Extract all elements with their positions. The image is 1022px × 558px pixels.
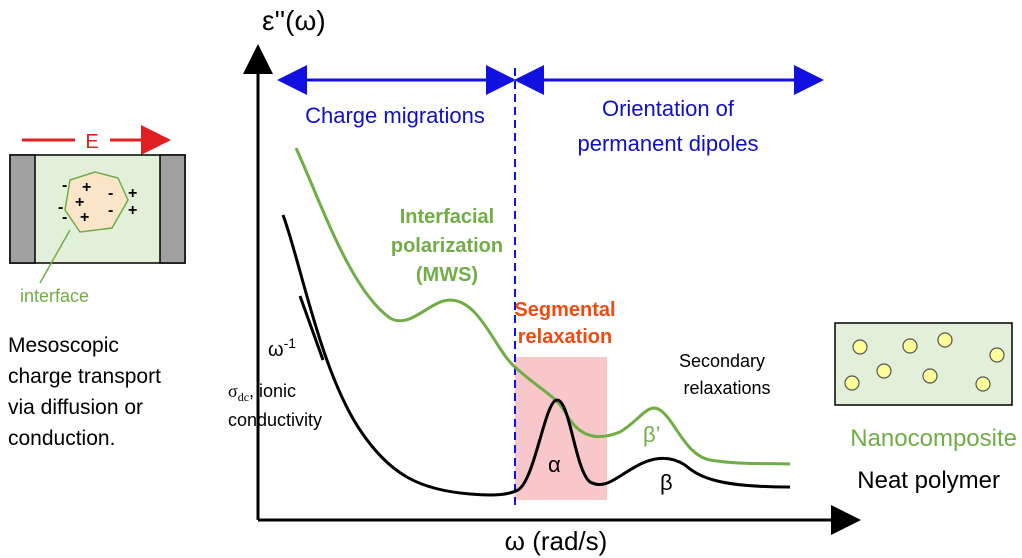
charge: +: [82, 179, 91, 196]
caption: conduction.: [8, 427, 115, 450]
charge: +: [128, 185, 137, 202]
annotation: relaxations: [683, 378, 770, 398]
field-label: E: [85, 131, 98, 153]
legend-label: Nanocomposite: [850, 425, 1017, 452]
slope-line: [298, 295, 325, 361]
charge: -: [108, 202, 113, 219]
charge: -: [62, 209, 67, 226]
neat-polymer-curve: [281, 214, 791, 497]
annotation: conductivity: [228, 410, 322, 430]
annotation: β’: [643, 422, 661, 447]
caption: via diffusion or: [8, 396, 143, 419]
charge: -: [108, 185, 113, 202]
caption: Mesoscopic: [8, 334, 119, 357]
annotation: α: [548, 452, 561, 477]
nanocomposite-icon: [834, 322, 1013, 406]
annotation: Secondary: [679, 351, 765, 371]
interface-label: interface: [20, 286, 89, 306]
electrode: [159, 154, 186, 264]
region-label: Charge migrations: [305, 103, 485, 128]
annotation: (MWS): [416, 264, 478, 286]
region-label: Orientation of: [602, 96, 735, 121]
annotation: β: [660, 470, 673, 495]
y-axis-label: ε''(ω): [262, 5, 326, 36]
charge: -: [62, 177, 67, 194]
nanocomposite-curve: [294, 147, 791, 466]
charge: +: [128, 202, 137, 219]
annotation: Segmental: [514, 299, 615, 321]
caption: charge transport: [8, 365, 161, 388]
charge: +: [80, 209, 89, 226]
pointer: [39, 229, 71, 284]
annotation: -1: [284, 335, 297, 351]
annotation: σdc, ionic: [228, 381, 296, 404]
annotation: polarization: [391, 235, 503, 257]
particle: [64, 171, 129, 233]
charge: -: [58, 199, 63, 216]
charge: +: [75, 194, 84, 211]
annotation: σ: [228, 381, 238, 401]
annotation: Interfacial: [400, 206, 494, 228]
region-label: permanent dipoles: [577, 131, 758, 156]
annotation: ω: [268, 339, 284, 361]
x-axis-label: ω (rad/s): [505, 526, 608, 556]
electrode: [9, 154, 36, 264]
annotation: dc: [238, 390, 249, 404]
legend-label: Neat polymer: [857, 467, 1000, 494]
annotation: relaxation: [518, 326, 612, 348]
annotation: , ionic: [249, 381, 296, 401]
annotation: ω-1: [268, 335, 296, 361]
